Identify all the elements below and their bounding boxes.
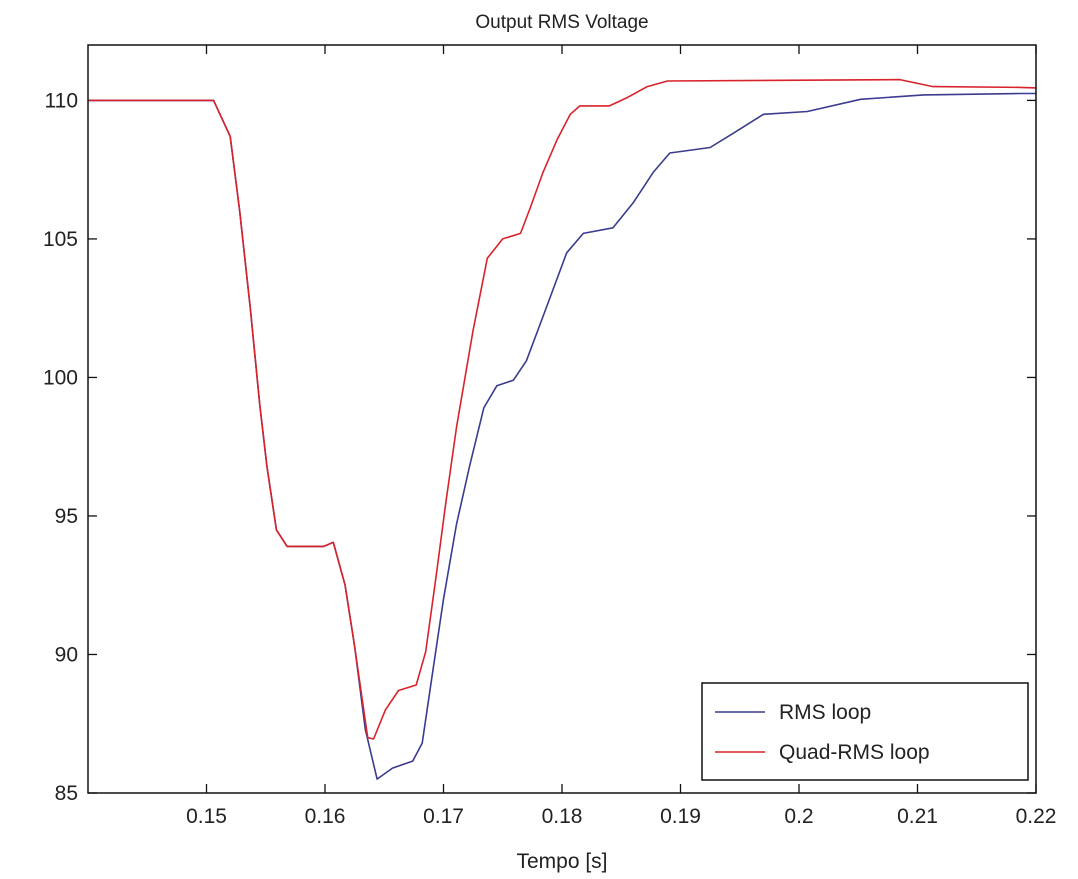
x-axis-label: Tempo [s]	[516, 850, 607, 873]
y-tick-label: 95	[55, 505, 78, 528]
y-tick-label: 105	[43, 228, 78, 251]
series-lines	[88, 78, 1037, 780]
y-tick-label: 85	[55, 782, 78, 805]
plot-frame	[87, 44, 1037, 794]
x-tick-label: 0.17	[423, 805, 464, 828]
x-tick-label: 0.21	[897, 805, 938, 828]
chart-title: Output RMS Voltage	[475, 12, 648, 33]
y-tick-label: 110	[45, 89, 78, 112]
legend-label-quad-rms: Quad-RMS loop	[779, 741, 930, 764]
x-tick-label: 0.15	[186, 805, 227, 828]
legend-box	[701, 682, 1029, 781]
x-tick-label: 0.19	[660, 805, 701, 828]
series-line-quad-rms-loop	[88, 78, 1037, 740]
x-tick-label: 0.2	[784, 805, 813, 828]
legend: RMS loop Quad-RMS loop	[701, 682, 1029, 781]
series-line-rms-loop	[88, 92, 1036, 780]
axis-ticks: 0.15 0.16 0.17 0.18 0.19 0.2 0.21 0.22 85 90 95 100…	[43, 45, 1056, 828]
x-tick-label: 0.16	[305, 805, 346, 828]
y-tick-label: 90	[55, 643, 78, 666]
x-tick-label: 0.18	[542, 805, 583, 828]
y-tick-label: 100	[43, 366, 78, 389]
legend-label-rms: RMS loop	[779, 701, 871, 724]
x-tick-label: 0.22	[1016, 805, 1057, 828]
